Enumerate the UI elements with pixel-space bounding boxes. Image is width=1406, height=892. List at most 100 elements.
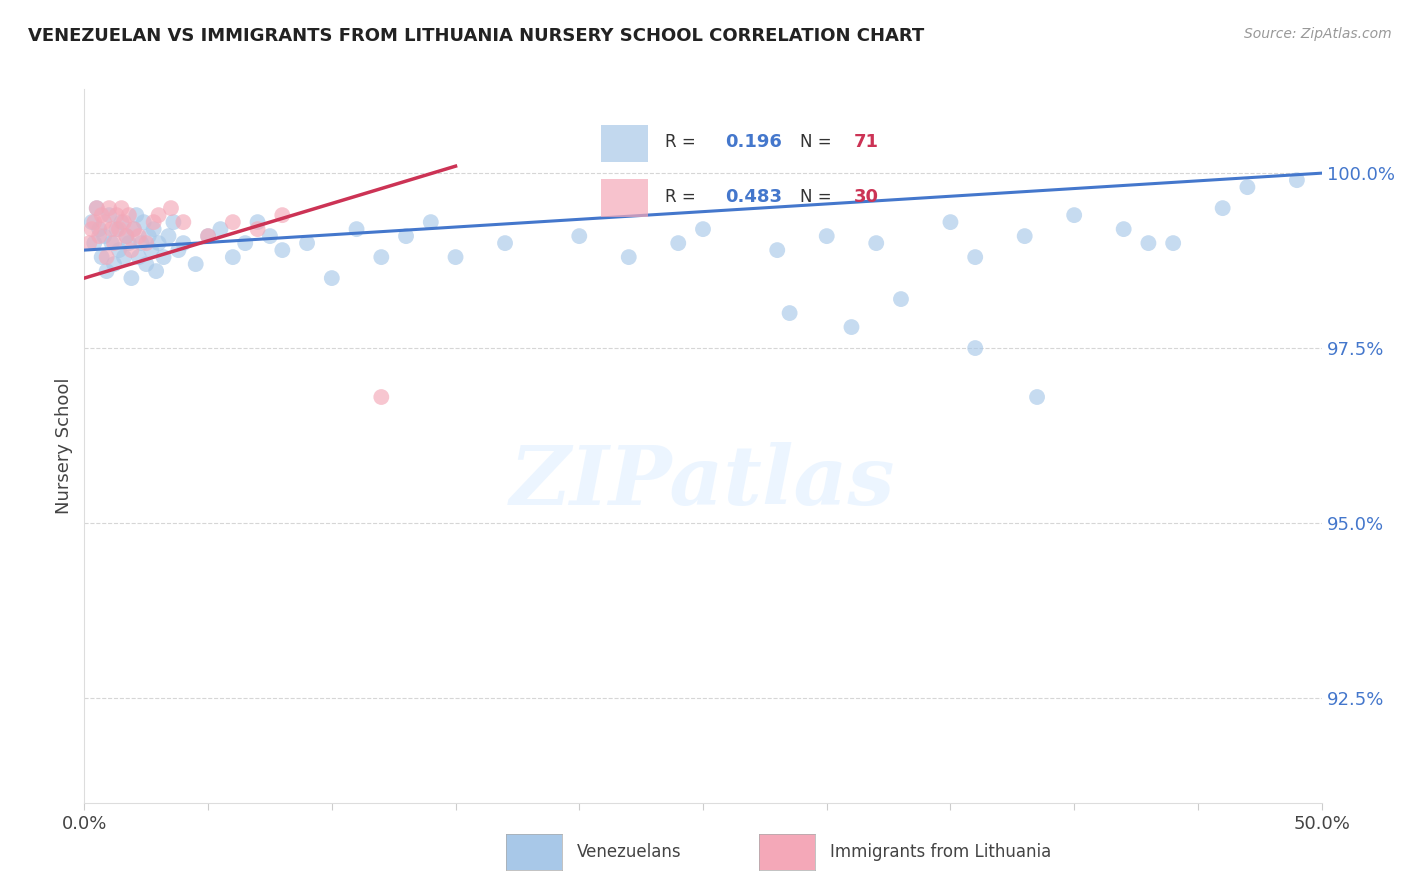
Point (120, 271, 142, 285)
Point (90, 208, 112, 222)
Text: Immigrants from Lithuania: Immigrants from Lithuania (830, 843, 1050, 861)
Point (98, 208, 121, 222)
Text: R =: R = (665, 188, 700, 206)
Point (321, 271, 343, 285)
Point (346, 222, 368, 236)
Point (128, 229, 150, 244)
Point (108, 222, 131, 236)
Point (83, 236, 105, 251)
Point (110, 201, 132, 215)
Point (93, 215, 115, 229)
Point (108, 243, 131, 257)
Point (965, 250, 987, 264)
Point (112, 215, 135, 229)
Point (939, 215, 962, 229)
Point (370, 390, 392, 404)
Point (617, 250, 640, 264)
Point (105, 222, 128, 236)
Text: N =: N = (800, 133, 837, 151)
Point (162, 215, 184, 229)
Point (1285, 173, 1308, 187)
Point (1212, 201, 1234, 215)
Point (157, 229, 180, 244)
Point (172, 236, 194, 251)
Text: 0.483: 0.483 (725, 188, 783, 206)
Point (138, 229, 160, 244)
Text: ZIPatlas: ZIPatlas (510, 442, 896, 522)
Point (115, 229, 138, 244)
Point (766, 243, 789, 257)
FancyBboxPatch shape (600, 179, 648, 217)
Point (79, 236, 101, 251)
Point (1026, 390, 1049, 404)
Point (184, 257, 207, 271)
Text: R =: R = (665, 133, 700, 151)
Point (233, 236, 256, 251)
Point (112, 250, 135, 264)
Point (841, 320, 863, 334)
Point (692, 222, 714, 236)
Point (890, 292, 912, 306)
Point (865, 236, 887, 251)
Point (370, 250, 392, 264)
Point (271, 208, 294, 222)
Point (419, 215, 441, 229)
Point (209, 222, 232, 236)
Point (100, 236, 122, 251)
Point (100, 222, 122, 236)
Point (1014, 229, 1036, 244)
Point (965, 341, 987, 355)
Point (122, 222, 145, 236)
Point (222, 215, 245, 229)
Point (1161, 236, 1184, 251)
Point (122, 222, 145, 236)
Point (89, 222, 111, 236)
Text: Venezuelans: Venezuelans (576, 843, 681, 861)
Point (135, 257, 157, 271)
Point (160, 201, 183, 215)
Point (89, 229, 111, 244)
Point (494, 236, 516, 251)
Point (172, 215, 194, 229)
Point (222, 250, 245, 264)
Point (145, 264, 167, 278)
Point (1137, 236, 1160, 251)
Point (666, 236, 689, 251)
Point (259, 229, 281, 244)
Point (197, 229, 219, 244)
Text: 71: 71 (853, 133, 879, 151)
Point (444, 250, 467, 264)
Point (103, 236, 125, 251)
Point (86, 201, 108, 215)
Point (115, 229, 138, 244)
Point (96, 264, 118, 278)
Point (83, 215, 105, 229)
Text: Source: ZipAtlas.com: Source: ZipAtlas.com (1244, 27, 1392, 41)
Point (129, 236, 152, 251)
Text: N =: N = (800, 188, 837, 206)
Point (148, 236, 170, 251)
Point (246, 222, 269, 236)
Point (568, 229, 591, 244)
Point (197, 229, 219, 244)
Point (1063, 208, 1085, 222)
Point (141, 243, 163, 257)
FancyBboxPatch shape (600, 125, 648, 162)
Point (103, 257, 125, 271)
Point (295, 236, 318, 251)
Point (110, 215, 132, 229)
Point (142, 215, 165, 229)
Point (80, 215, 103, 229)
Point (132, 215, 155, 229)
Point (779, 306, 801, 320)
Point (152, 250, 174, 264)
Y-axis label: Nursery School: Nursery School (55, 377, 73, 515)
Point (271, 243, 294, 257)
Point (246, 215, 269, 229)
Point (105, 208, 128, 222)
Point (1112, 222, 1135, 236)
Point (120, 243, 142, 257)
Point (148, 208, 170, 222)
Point (93, 229, 115, 244)
Point (142, 222, 165, 236)
